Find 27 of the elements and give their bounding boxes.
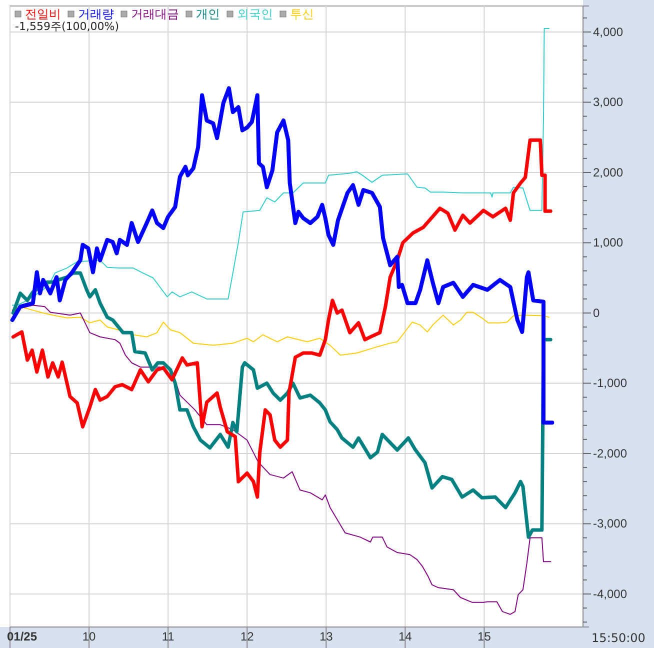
y-tick-label: 3,000	[593, 95, 624, 110]
y-tick-label: -3,000	[593, 516, 628, 531]
x-tick-label: 10	[82, 630, 96, 644]
text: 거래대금	[131, 7, 179, 21]
x-tick-label: 15	[478, 630, 492, 644]
x-tick-label: 12	[240, 630, 254, 644]
text: 15:50:00	[592, 631, 646, 645]
y-tick-label: -1,000	[593, 376, 628, 390]
text: 거래량	[78, 7, 114, 21]
y-tick-label: -4,000	[593, 586, 628, 601]
text: 외국인	[237, 7, 273, 21]
line-series	[10, 86, 554, 425]
annotation: -1,559주(100,00%)	[15, 20, 119, 33]
text: 전일비	[25, 7, 61, 21]
y-tick-label: 2,000	[593, 165, 624, 180]
y-tick-label: -2,000	[593, 446, 628, 460]
line-series	[11, 138, 552, 499]
x-tick-label: 11	[162, 630, 175, 644]
text: 개인	[196, 7, 220, 21]
x-tick-label: 01/25	[6, 630, 38, 644]
y-tick-label: 0	[593, 306, 600, 320]
x-tick-label: 14	[398, 630, 412, 644]
text: 투신	[290, 7, 314, 21]
x-tick-label: 13	[319, 630, 334, 644]
y-tick-label: 1,000	[593, 236, 624, 250]
line-series	[12, 304, 552, 615]
y-tick-label: 4,000	[593, 24, 624, 39]
